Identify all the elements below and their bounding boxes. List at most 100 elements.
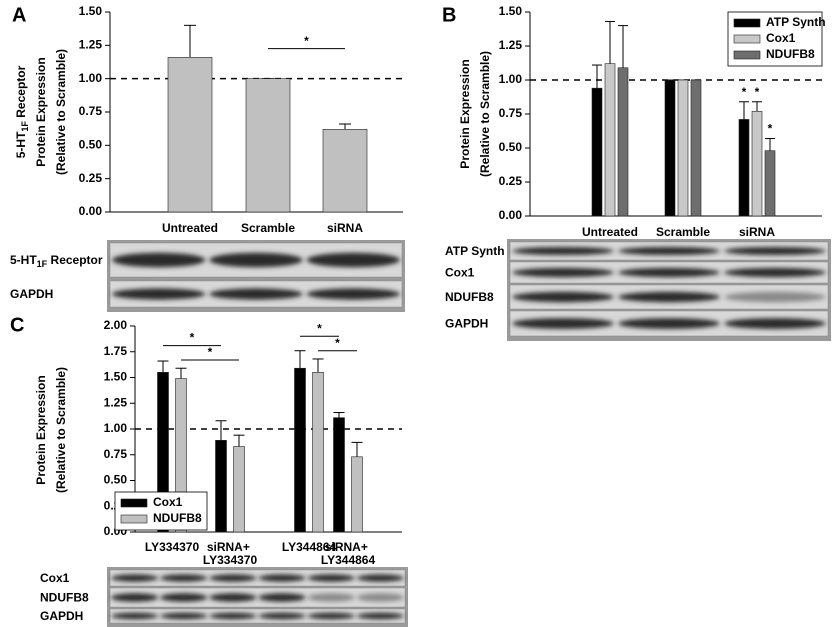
- bar: [351, 456, 363, 533]
- blot-band: [512, 247, 614, 255]
- x-tick-label: siRNA+ LY344864: [321, 540, 376, 567]
- bar: [738, 119, 750, 217]
- y-tick-label: 1.00: [79, 71, 103, 85]
- blot-band: [209, 612, 257, 620]
- y-tick-label: 0.50: [499, 140, 523, 154]
- blot-band: [307, 593, 355, 602]
- blot-band: [160, 612, 208, 620]
- y-axis-label: Protein Expression: [34, 57, 48, 166]
- y-tick-label: 0.25: [499, 174, 523, 188]
- blot-label: 5-HT1F Receptor: [10, 253, 103, 269]
- bar: [764, 150, 776, 217]
- y-tick-label: 0.00: [499, 208, 523, 222]
- significance-label: *: [208, 345, 213, 359]
- y-tick-label: 1.75: [104, 344, 128, 358]
- blot-band: [356, 574, 405, 582]
- significance-marker: *: [755, 85, 760, 99]
- blot-label: NDUFB8: [40, 591, 89, 605]
- significance-marker: *: [768, 122, 773, 136]
- x-tick-label: Untreated: [582, 225, 638, 239]
- y-axis-label-sub: 1F: [20, 121, 30, 132]
- y-axis-label: 5-HT1F Receptor: [14, 65, 30, 158]
- blot-label: GAPDH: [40, 609, 83, 623]
- blot-label: ATP Synth: [445, 244, 505, 258]
- blot-label: Cox1: [445, 266, 475, 280]
- legend-label: Cox1: [766, 31, 796, 45]
- legend-swatch: [120, 498, 148, 508]
- bar: [294, 367, 306, 533]
- y-tick-label: 1.50: [499, 4, 523, 18]
- blot-band: [111, 288, 206, 300]
- blot-band: [258, 612, 306, 620]
- blot-label-rest: Receptor: [47, 253, 103, 267]
- y-axis-label-main: 5-HT: [14, 131, 28, 158]
- blot-band: [512, 318, 614, 329]
- y-axis-label: Protein Expression: [458, 59, 472, 168]
- blot-band: [512, 267, 614, 278]
- blot-band: [356, 612, 405, 620]
- bar: [604, 63, 616, 217]
- y-tick-label: 1.00: [499, 72, 523, 86]
- blot-band: [356, 593, 405, 602]
- x-tick-label: Scramble: [241, 221, 295, 235]
- blot-band: [307, 574, 355, 582]
- y-tick-label: 0.50: [104, 473, 128, 487]
- blot-label-main: 5-HT: [10, 253, 37, 267]
- legend-label: Cox1: [153, 495, 183, 509]
- blot-band: [306, 252, 401, 268]
- blot-band: [618, 291, 720, 303]
- blot-row: [109, 608, 406, 624]
- bar: [233, 446, 245, 533]
- blot-band: [160, 574, 208, 582]
- bar: [617, 67, 629, 217]
- blot-band: [724, 291, 826, 303]
- blot-row: [109, 587, 406, 608]
- blot-band: [724, 267, 826, 278]
- significance-label: *: [190, 331, 195, 345]
- legend-swatch: [733, 50, 761, 60]
- blot-band: [307, 612, 355, 620]
- panel-letter: A: [12, 4, 26, 26]
- legend-label: ATP Synth: [766, 15, 826, 29]
- x-tick-label: siRNA+ LY334370: [203, 540, 258, 567]
- bar: [322, 129, 368, 213]
- y-axis-label: (Relative to Scramble): [54, 49, 68, 175]
- x-tick-label: LY334370: [145, 540, 200, 554]
- blot-band: [209, 574, 257, 582]
- blot-band: [209, 288, 303, 300]
- blot-label: GAPDH: [445, 317, 488, 331]
- y-tick-label: 0.75: [79, 104, 103, 118]
- blot-label-sub: 1F: [37, 259, 48, 269]
- y-axis-label: (Relative to Scramble): [478, 51, 492, 177]
- significance-label: *: [317, 321, 322, 335]
- legend-swatch: [733, 34, 761, 44]
- y-tick-label: 0.75: [104, 447, 128, 461]
- blot-band: [258, 593, 306, 602]
- bar: [664, 79, 676, 217]
- blot-label: NDUFB8: [445, 290, 494, 304]
- y-tick-label: 1.50: [104, 370, 128, 384]
- y-axis-label: (Relative to Scramble): [54, 367, 68, 493]
- bar: [677, 79, 689, 217]
- blot-band: [512, 291, 614, 303]
- bar: [751, 110, 763, 217]
- legend-label: NDUFB8: [153, 511, 202, 525]
- y-tick-label: 1.25: [104, 395, 128, 409]
- legend-box: [114, 491, 208, 531]
- blot-band: [724, 247, 826, 255]
- bar: [591, 87, 603, 217]
- bar: [157, 372, 169, 533]
- blot-band: [258, 574, 306, 582]
- x-tick-label: Untreated: [162, 221, 218, 235]
- x-tick-label: LY344864: [282, 540, 337, 554]
- significance-label: *: [335, 336, 340, 350]
- legend-swatch: [120, 514, 148, 524]
- bar: [333, 417, 345, 533]
- y-tick-label: 0.25: [79, 171, 103, 185]
- bar: [167, 57, 213, 213]
- y-tick-label: 0.50: [79, 138, 103, 152]
- y-axis-label-rest: Receptor: [14, 65, 28, 121]
- significance-label: *: [304, 34, 309, 48]
- blot-band: [209, 252, 303, 268]
